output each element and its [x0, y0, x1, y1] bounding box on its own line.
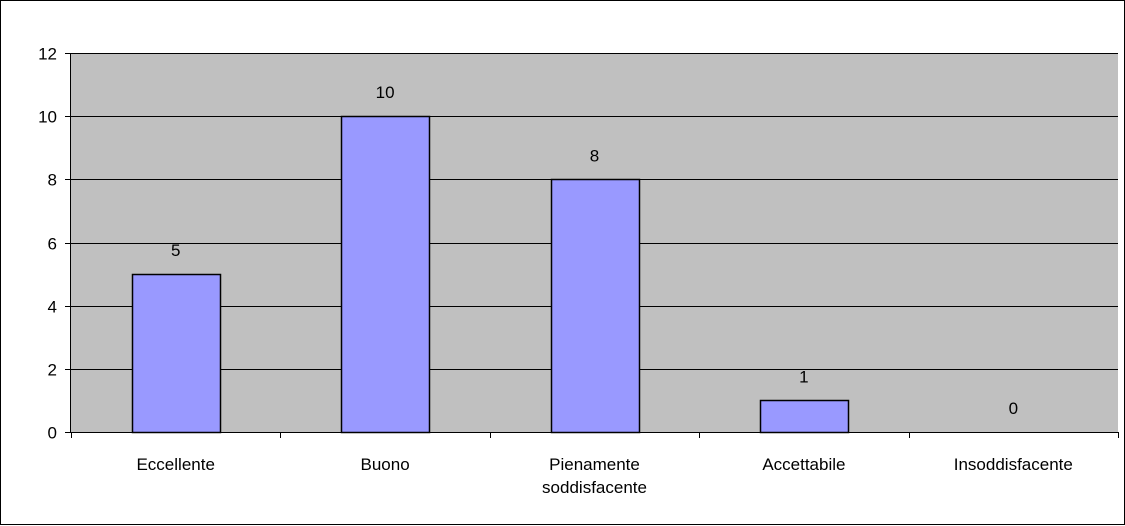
data-label: 1: [799, 367, 808, 386]
y-tick-label: 6: [48, 235, 57, 254]
axes: [65, 53, 1119, 438]
bar: [759, 399, 850, 434]
data-label: 10: [376, 83, 395, 102]
x-category-label-line: soddisfacente: [542, 478, 647, 497]
y-tick-label: 8: [48, 171, 57, 190]
bars: [131, 115, 850, 434]
x-category-label: Accettabile: [762, 455, 845, 474]
x-category-label-line: Buono: [361, 455, 410, 474]
bar: [550, 178, 641, 434]
x-category-label-line: Pienamente: [549, 455, 640, 474]
x-category-label: Pienamente soddisfacente: [542, 455, 647, 497]
data-label: 0: [1009, 399, 1018, 418]
y-tick-label: 0: [48, 424, 57, 443]
y-tick-label: 12: [38, 45, 57, 64]
y-tick-label: 2: [48, 361, 57, 380]
bar: [340, 115, 431, 434]
bar: [131, 273, 222, 434]
x-category-label: Insoddisfacente: [954, 455, 1073, 474]
data-label: 8: [590, 146, 599, 165]
x-category-label-line: Eccellente: [136, 455, 214, 474]
x-category-label: Eccellente: [136, 455, 214, 474]
x-category-label-line: Insoddisfacente: [954, 455, 1073, 474]
x-category-label-line: Accettabile: [762, 455, 845, 474]
data-label: 5: [171, 241, 180, 260]
x-category-label: Buono: [361, 455, 410, 474]
y-tick-label: 4: [48, 298, 57, 317]
y-tick-label: 10: [38, 108, 57, 127]
